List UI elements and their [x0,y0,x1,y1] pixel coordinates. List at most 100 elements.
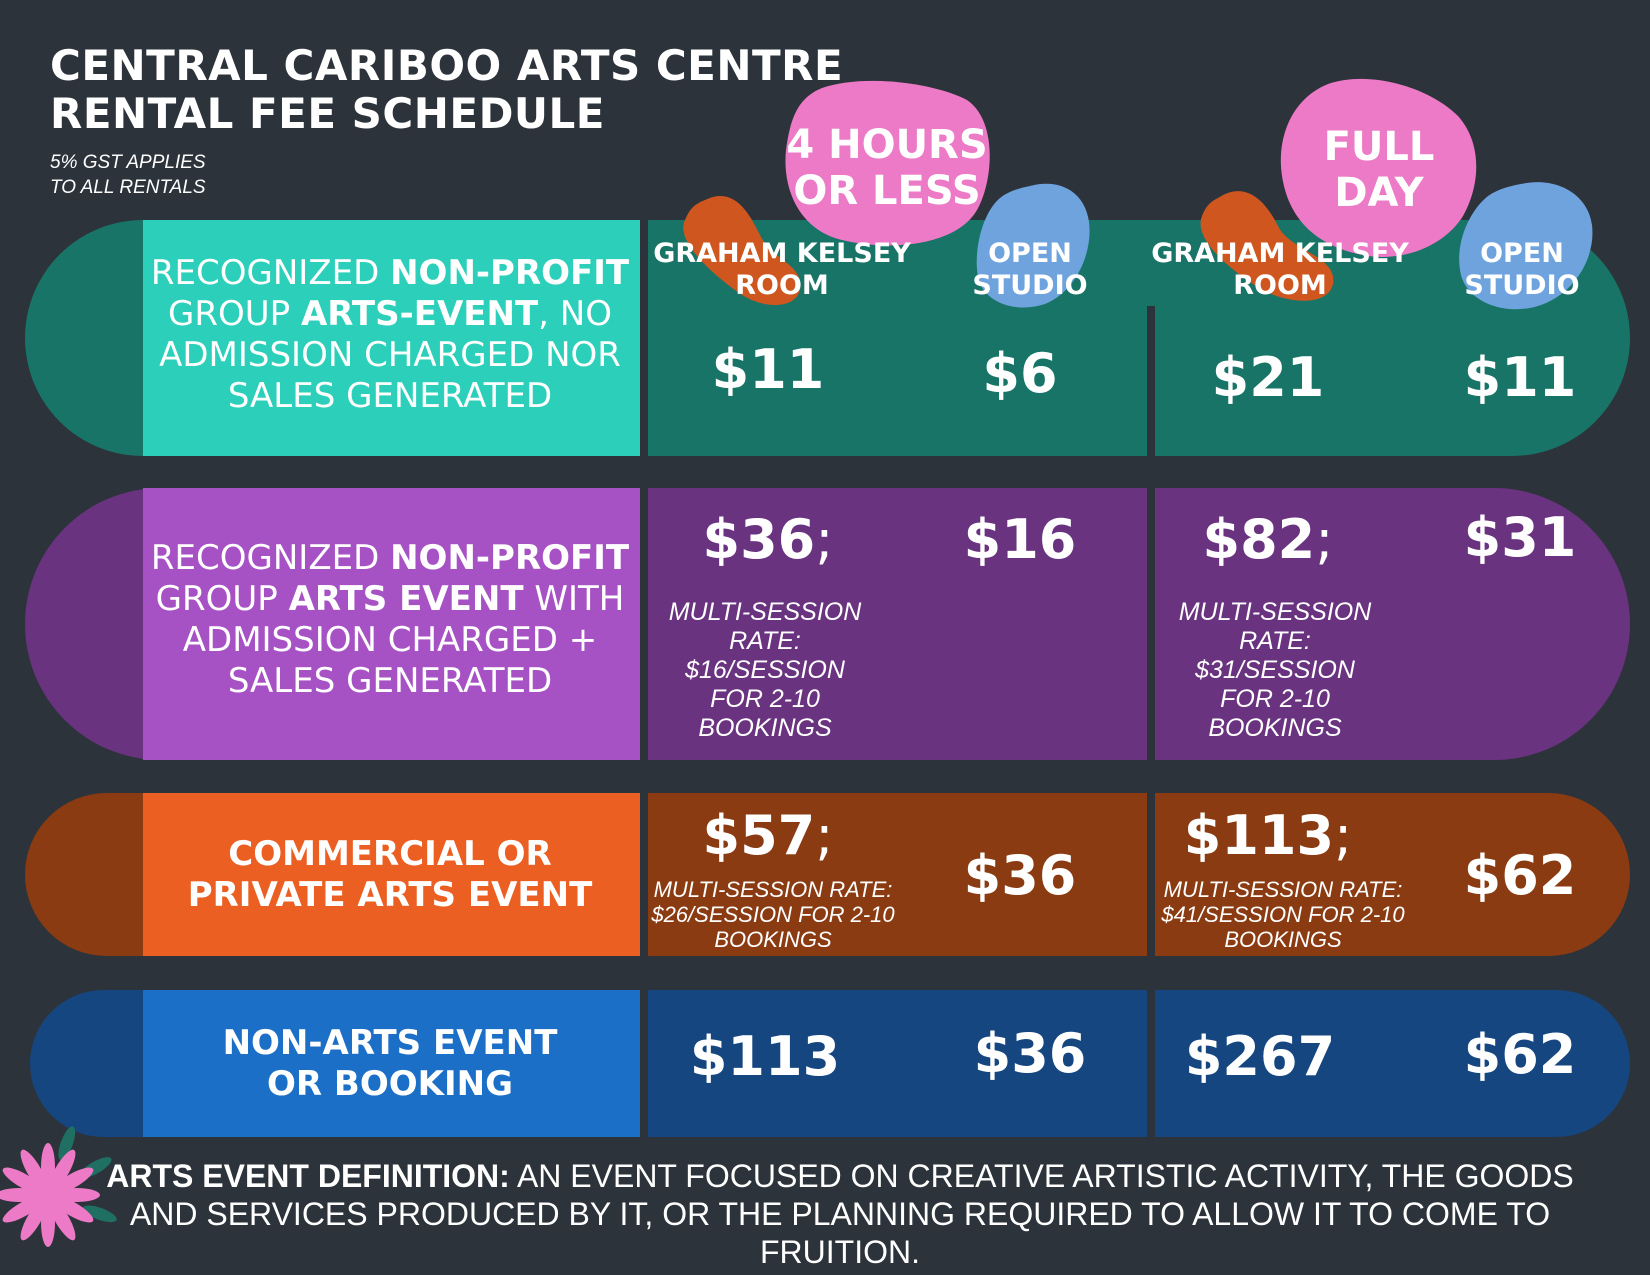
row-2-category-label: RECOGNIZED NON-PROFIT GROUP ARTS EVENT W… [150,530,630,710]
gst-note-line-2: TO ALL RENTALS [50,177,206,198]
row-1-label-cell [143,220,640,456]
period-full-line-2: DAY [1334,170,1424,216]
multi-session-note-line: MULTI-SESSION [1178,598,1372,626]
orange-blob-full [1200,191,1334,301]
row-2-label-cell [143,488,640,760]
row-2-category-text: RECOGNIZED NON-PROFIT GROUP ARTS EVENT W… [150,538,630,702]
row-4-label-cell [143,990,640,1137]
row-3-price-gk-short: $57; [668,806,868,866]
col-head-os-short-line-1: OPEN [988,238,1072,269]
gst-note: 5% GST APPLIES TO ALL RENTALS [50,150,206,200]
category-text-part: GROUP [155,579,289,619]
col-head-os-short: OPEN STUDIO [960,238,1100,302]
row-1-price-gk-full: $21 [1211,346,1325,409]
row-3-price-gk-full: $113; [1168,806,1368,866]
multi-session-note-line: BOOKINGS [698,714,832,742]
row-2-price-gk-full-sep: ; [1315,508,1334,571]
row-2-note-gk-short: MULTI-SESSION RATE: $16/SESSION FOR 2-10 BOO… [650,598,880,743]
row-3-note-gk-full: MULTI-SESSION RATE: $41/SESSION FOR 2-10 B… [1158,877,1408,952]
row-2-note-gk-full: MULTI-SESSION RATE: $31/SESSION FOR 2-10 BOO… [1160,598,1390,743]
row-3-label-cell [143,793,640,956]
multi-session-note-line: BOOKINGS [714,927,832,952]
orange-blob-short [683,195,801,305]
multi-session-note-line: MULTI-SESSION RATE: [653,877,893,902]
row-2-price-gk-short-value: $36 [702,508,816,571]
pink-blob-full [1280,78,1477,257]
multi-session-note-line: RATE: [729,627,801,655]
row-3-divider-mid [1147,793,1155,956]
row-3-price-os-full: $62 [1463,844,1577,907]
category-text-part: GROUP [168,294,301,334]
period-full-line-1: FULL [1323,124,1435,170]
col-head-os-short-line-2: STUDIO [972,270,1088,301]
col-head-os-full-line-2: STUDIO [1464,270,1580,301]
row-4-price-os-short: $36 [973,1022,1087,1085]
row-2-price-gk-full-value: $82 [1202,508,1316,571]
row-3-category-line-2: PRIVATE ARTS EVENT [187,874,593,915]
row-3-price-gk-short-sep: ; [815,804,834,867]
period-short-line-2: OR LESS [793,168,981,214]
multi-session-note-line: RATE: [1239,627,1311,655]
row-2-price-gk-full: $82; [1168,510,1368,570]
row-4-price-os-full: $62 [1463,1023,1577,1086]
period-label-full: FULL DAY [1278,124,1480,216]
category-text-part: RECOGNIZED [150,538,391,578]
multi-session-note-line: FOR 2-10 [710,685,820,713]
multi-session-note-line: FOR 2-10 [1220,685,1330,713]
row-4-category-label: NON-ARTS EVENT OR BOOKING [150,990,630,1137]
row-1-divider-mid [1147,306,1155,456]
definition-term: ARTS EVENT DEFINITION: [106,1158,510,1194]
multi-session-note-line: $31/SESSION [1195,656,1355,684]
multi-session-note-line: MULTI-SESSION RATE: [1163,877,1403,902]
row-1-price-os-full: $11 [1463,346,1577,409]
row-4-divider-left [640,990,648,1137]
row-3-price-gk-full-sep: ; [1334,804,1353,867]
row-3-note-gk-short: MULTI-SESSION RATE: $26/SESSION FOR 2-10 B… [648,877,898,952]
title-line-2: RENTAL FEE SCHEDULE [50,89,605,138]
flower-decoration [0,1126,117,1247]
col-head-gk-short-line-1: GRAHAM KELSEY [653,238,911,269]
row-3-price-gk-short-value: $57 [702,804,816,867]
blue-blob-short [976,183,1090,308]
row-3-category-label: COMMERCIAL OR PRIVATE ARTS EVENT [150,793,630,956]
row-2-divider-mid [1147,488,1155,760]
title-line-1: CENTRAL CARIBOO ARTS CENTRE [50,41,844,90]
category-text-part: WITH ADMISSION CHARGED + SALES GENERATED [182,579,625,701]
row-2-divider-left [640,488,648,760]
multi-session-note-line: MULTI-SESSION [668,598,862,626]
col-head-gk-short-line-2: ROOM [735,270,829,301]
category-text-part: ARTS-EVENT [300,294,539,334]
category-text-part: , NO ADMISSION CHARGED NOR SALES GENERAT… [159,294,621,416]
category-text-part: NON-PROFIT [390,253,630,293]
col-head-gk-full-line-1: GRAHAM KELSEY [1151,238,1409,269]
col-head-gk-short: GRAHAM KELSEY ROOM [652,238,912,302]
row-1-price-gk-short: $11 [711,338,825,401]
arts-event-definition: ARTS EVENT DEFINITION: AN EVENT FOCUSED … [70,1157,1610,1271]
definition-text: AN EVENT FOCUSED ON CREATIVE ARTISTIC AC… [129,1158,1574,1270]
category-text-part: RECOGNIZED [150,253,391,293]
blue-blob-full [1459,182,1593,310]
col-head-gk-full-line-2: ROOM [1233,270,1327,301]
col-head-os-full-line-1: OPEN [1480,238,1564,269]
multi-session-note-line: BOOKINGS [1224,927,1342,952]
page-title: CENTRAL CARIBOO ARTS CENTRE RENTAL FEE S… [50,42,843,138]
row-1-category-label: RECOGNIZED NON-PROFIT GROUP ARTS-EVENT, … [150,245,630,425]
row-4-divider-mid [1147,990,1155,1137]
row-2-price-gk-short-sep: ; [815,508,834,571]
row-4-category-line-2: OR BOOKING [266,1063,513,1104]
category-text-part: NON-PROFIT [390,538,630,578]
row-2-price-os-short: $16 [963,508,1077,571]
row-4-price-gk-full: $267 [1184,1025,1336,1088]
col-head-os-full: OPEN STUDIO [1452,238,1592,302]
category-text-part: ARTS EVENT [288,579,524,619]
row-3-category-line-1: COMMERCIAL OR [228,833,552,874]
row-3-price-gk-full-value: $113 [1183,804,1335,867]
multi-session-note-line: $26/SESSION FOR 2-10 [651,902,895,927]
row-2-price-gk-short: $36; [668,510,868,570]
row-2-price-os-full: $31 [1463,506,1577,569]
period-label-short: 4 HOURS OR LESS [782,122,992,214]
row-3-divider-left [640,793,648,956]
col-head-gk-full: GRAHAM KELSEY ROOM [1150,238,1410,302]
row-1-divider-left [640,220,648,456]
row-4-price-gk-short: $113 [689,1025,841,1088]
